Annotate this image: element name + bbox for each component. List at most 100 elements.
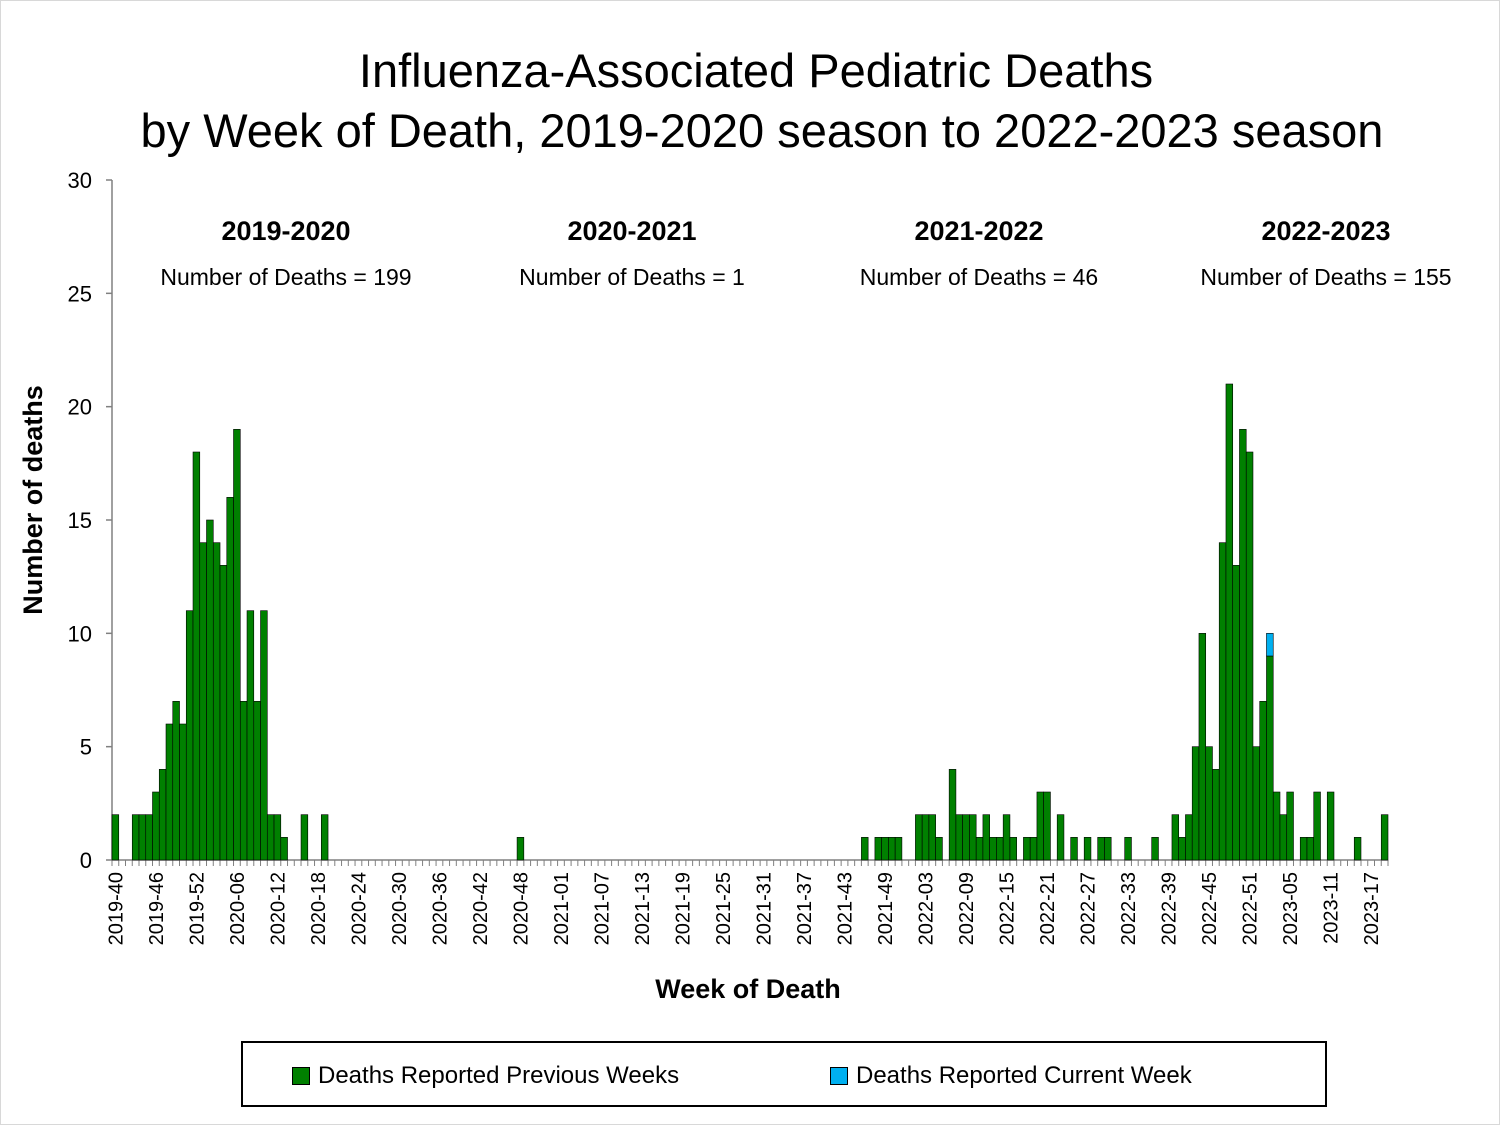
bar-previous-weeks — [1070, 837, 1078, 861]
bar-previous-weeks — [1306, 837, 1315, 861]
x-tick-label: 2022-27 — [1078, 872, 1100, 945]
bar-previous-weeks — [861, 837, 869, 861]
bar-previous-weeks — [1218, 542, 1227, 861]
y-axis-title: Number of deaths — [18, 385, 48, 615]
bar-previous-weeks — [266, 814, 275, 861]
x-tick-label: 2021-07 — [591, 872, 613, 945]
x-tick-label: 2022-21 — [1037, 872, 1059, 945]
bar-previous-weeks — [962, 814, 970, 861]
bar-previous-weeks — [1097, 837, 1105, 861]
bar-previous-weeks — [138, 814, 147, 861]
x-tick-label: 2022-09 — [956, 872, 978, 945]
season-deaths-label: Number of Deaths = 46 — [860, 264, 1098, 290]
bar-previous-weeks — [969, 814, 977, 861]
bar-previous-weeks — [1353, 837, 1362, 861]
x-tick-label: 2021-01 — [551, 872, 573, 945]
season-deaths-label: Number of Deaths = 1 — [519, 264, 745, 290]
bar-previous-weeks — [1029, 837, 1038, 861]
season-deaths-label: Number of Deaths = 199 — [160, 264, 411, 290]
bar-previous-weeks — [948, 769, 957, 861]
legend-swatch-current — [830, 1067, 848, 1085]
bar-previous-weeks — [1171, 814, 1180, 861]
x-tick-label: 2021-19 — [672, 872, 694, 945]
bar-previous-weeks — [239, 701, 248, 861]
bar-previous-weeks — [253, 701, 261, 861]
bar-previous-weeks — [226, 497, 234, 861]
x-tick-label: 2021-25 — [713, 872, 735, 945]
x-tick-label: 2019-40 — [105, 872, 127, 945]
bar-previous-weeks — [192, 451, 201, 861]
bar-previous-weeks — [111, 814, 120, 861]
bar-previous-weeks — [975, 837, 984, 861]
bar-previous-weeks — [989, 837, 997, 861]
bar-previous-weeks — [1104, 837, 1112, 861]
bar-previous-weeks — [1205, 746, 1213, 861]
legend-item-previous: Deaths Reported Previous Weeks — [292, 1063, 679, 1089]
x-tick-label: 2021-13 — [632, 872, 654, 945]
bar-previous-weeks — [1272, 791, 1281, 861]
bar-previous-weeks — [1124, 837, 1132, 861]
y-tick-label: 15 — [68, 508, 92, 533]
bar-previous-weeks — [206, 519, 214, 861]
legend-swatch-previous — [292, 1067, 310, 1085]
bar-previous-weeks — [212, 542, 221, 861]
x-tick-label: 2020-48 — [510, 872, 532, 945]
season-label: 2021-2022 — [914, 216, 1043, 246]
bar-previous-weeks — [300, 814, 309, 861]
x-tick-label: 2020-24 — [348, 872, 370, 945]
x-tick-label: 2020-18 — [308, 872, 330, 945]
season-label: 2022-2023 — [1261, 216, 1390, 246]
bar-previous-weeks — [1299, 837, 1308, 861]
y-tick-label: 30 — [68, 168, 92, 193]
x-tick-label: 2022-03 — [916, 872, 938, 945]
x-tick-label: 2022-39 — [1159, 872, 1181, 945]
season-deaths-label: Number of Deaths = 155 — [1200, 264, 1451, 290]
bar-previous-weeks — [982, 814, 990, 861]
x-tick-label: 2020-12 — [267, 872, 289, 945]
bar-previous-weeks — [1313, 791, 1321, 861]
bar-previous-weeks — [955, 814, 963, 861]
x-tick-label: 2022-51 — [1240, 872, 1262, 945]
bar-previous-weeks — [1380, 814, 1389, 861]
bar-previous-weeks — [1043, 791, 1051, 861]
bar-current-week — [1266, 633, 1274, 657]
x-tick-label: 2020-42 — [470, 872, 492, 945]
bar-previous-weeks — [1036, 791, 1044, 861]
x-tick-label: 2020-06 — [227, 872, 249, 945]
x-tick-label: 2019-52 — [186, 872, 208, 945]
chart-title-line1: Influenza-Associated Pediatric Deaths — [358, 44, 1154, 97]
bar-previous-weeks — [1259, 701, 1267, 861]
x-tick-label: 2019-46 — [146, 872, 168, 945]
bar-previous-weeks — [1083, 837, 1092, 861]
bar-previous-weeks — [152, 791, 160, 861]
y-tick-label: 20 — [68, 395, 92, 420]
legend: Deaths Reported Previous Weeks Deaths Re… — [241, 1041, 1327, 1107]
bar-previous-weeks — [131, 814, 140, 861]
bar-previous-weeks — [1232, 565, 1240, 861]
bar-previous-weeks — [179, 723, 187, 861]
bar-previous-weeks — [1326, 791, 1335, 861]
y-tick-label: 0 — [80, 848, 92, 873]
bar-previous-weeks — [1198, 633, 1207, 861]
bar-previous-weeks — [145, 814, 153, 861]
bar-previous-weeks — [1252, 746, 1261, 861]
x-tick-label: 2023-11 — [1321, 872, 1343, 944]
x-tick-label: 2021-49 — [875, 872, 897, 945]
bar-previous-weeks — [158, 769, 167, 861]
x-tick-label: 2020-30 — [389, 872, 411, 945]
bar-previous-weeks — [280, 837, 288, 861]
bar-previous-weeks — [874, 837, 882, 861]
bar-previous-weeks — [165, 723, 174, 861]
bar-previous-weeks — [1023, 837, 1031, 861]
bar-previous-weeks — [1225, 383, 1234, 861]
y-tick-label: 5 — [80, 735, 92, 760]
x-tick-label: 2023-17 — [1361, 872, 1383, 945]
x-tick-label: 2021-31 — [754, 872, 776, 945]
x-tick-label: 2021-43 — [835, 872, 857, 945]
bar-previous-weeks — [219, 565, 228, 861]
bar-previous-weeks — [1239, 429, 1247, 861]
y-tick-label: 10 — [68, 621, 92, 646]
bar-previous-weeks — [996, 837, 1004, 861]
legend-item-current: Deaths Reported Current Week — [830, 1063, 1192, 1089]
bar-previous-weeks — [246, 610, 255, 861]
